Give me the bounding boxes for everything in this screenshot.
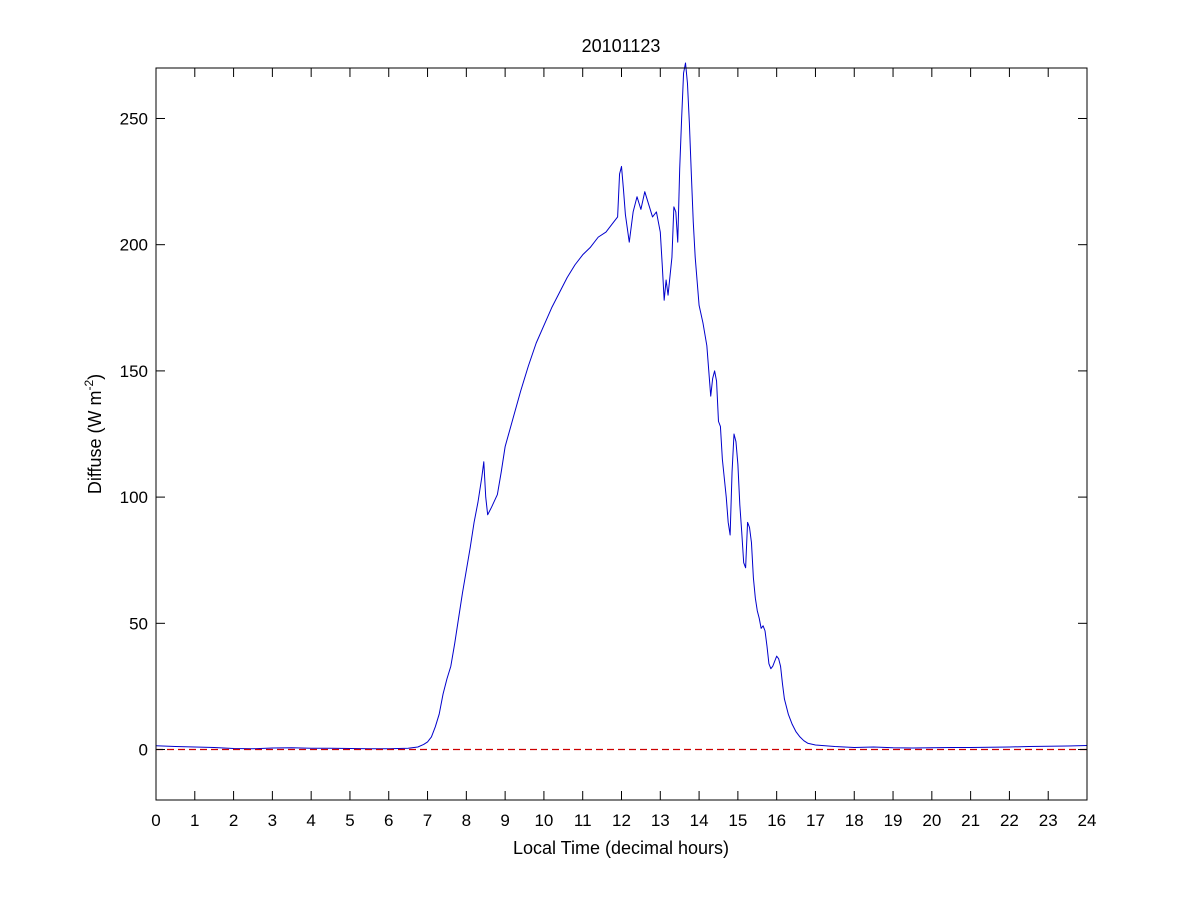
- x-tick-label: 6: [384, 811, 393, 830]
- x-tick-label: 24: [1078, 811, 1097, 830]
- x-tick-label: 5: [345, 811, 354, 830]
- y-axis-label-close: ): [85, 374, 105, 380]
- x-tick-label: 18: [845, 811, 864, 830]
- ticks-layer: 0 1 2 3 4 5 6 7 8 9 10 11 12 13 14 15 16 17 18 19 20 21 22 23 24…: [120, 68, 1097, 830]
- x-tick-label: 13: [651, 811, 670, 830]
- x-tick-label: 14: [690, 811, 709, 830]
- x-tick-label: 23: [1039, 811, 1058, 830]
- x-tick-label: 11: [574, 811, 592, 830]
- x-tick-label: 17: [806, 811, 825, 830]
- y-tick-label: 200: [120, 236, 148, 255]
- plot-frame: [155, 67, 1088, 801]
- x-tick-label: 4: [306, 811, 315, 830]
- y-tick-label: 250: [120, 109, 148, 128]
- x-tick-label: 9: [500, 811, 509, 830]
- y-tick-label: 150: [120, 362, 148, 381]
- x-tick-label: 15: [728, 811, 747, 830]
- x-tick-label: 1: [190, 811, 199, 830]
- y-axis-label-main: Diffuse (W m: [85, 390, 105, 494]
- y-axis-label: Diffuse (W m-2): [82, 374, 105, 494]
- x-tick-label: 20: [922, 811, 941, 830]
- x-axis-label: Local Time (decimal hours): [513, 838, 729, 858]
- diffuse-series-line: [155, 62, 1088, 750]
- y-axis-label-superscript: -2: [82, 379, 96, 390]
- x-tick-label: 2: [229, 811, 238, 830]
- x-tick-label: 21: [961, 811, 980, 830]
- x-tick-label: 10: [534, 811, 553, 830]
- x-tick-label: 7: [423, 811, 432, 830]
- x-tick-label: 16: [767, 811, 786, 830]
- y-tick-label: 50: [129, 614, 148, 633]
- x-tick-label: 0: [151, 811, 160, 830]
- series-layer: [155, 62, 1088, 751]
- y-tick-label: 0: [139, 741, 148, 760]
- chart-title: 20101123: [582, 36, 661, 56]
- x-tick-label: 3: [268, 811, 277, 830]
- y-tick-label: 100: [120, 488, 148, 507]
- x-tick-label: 19: [884, 811, 903, 830]
- x-tick-label: 12: [612, 811, 631, 830]
- x-tick-label: 22: [1000, 811, 1019, 830]
- x-tick-label: 8: [462, 811, 471, 830]
